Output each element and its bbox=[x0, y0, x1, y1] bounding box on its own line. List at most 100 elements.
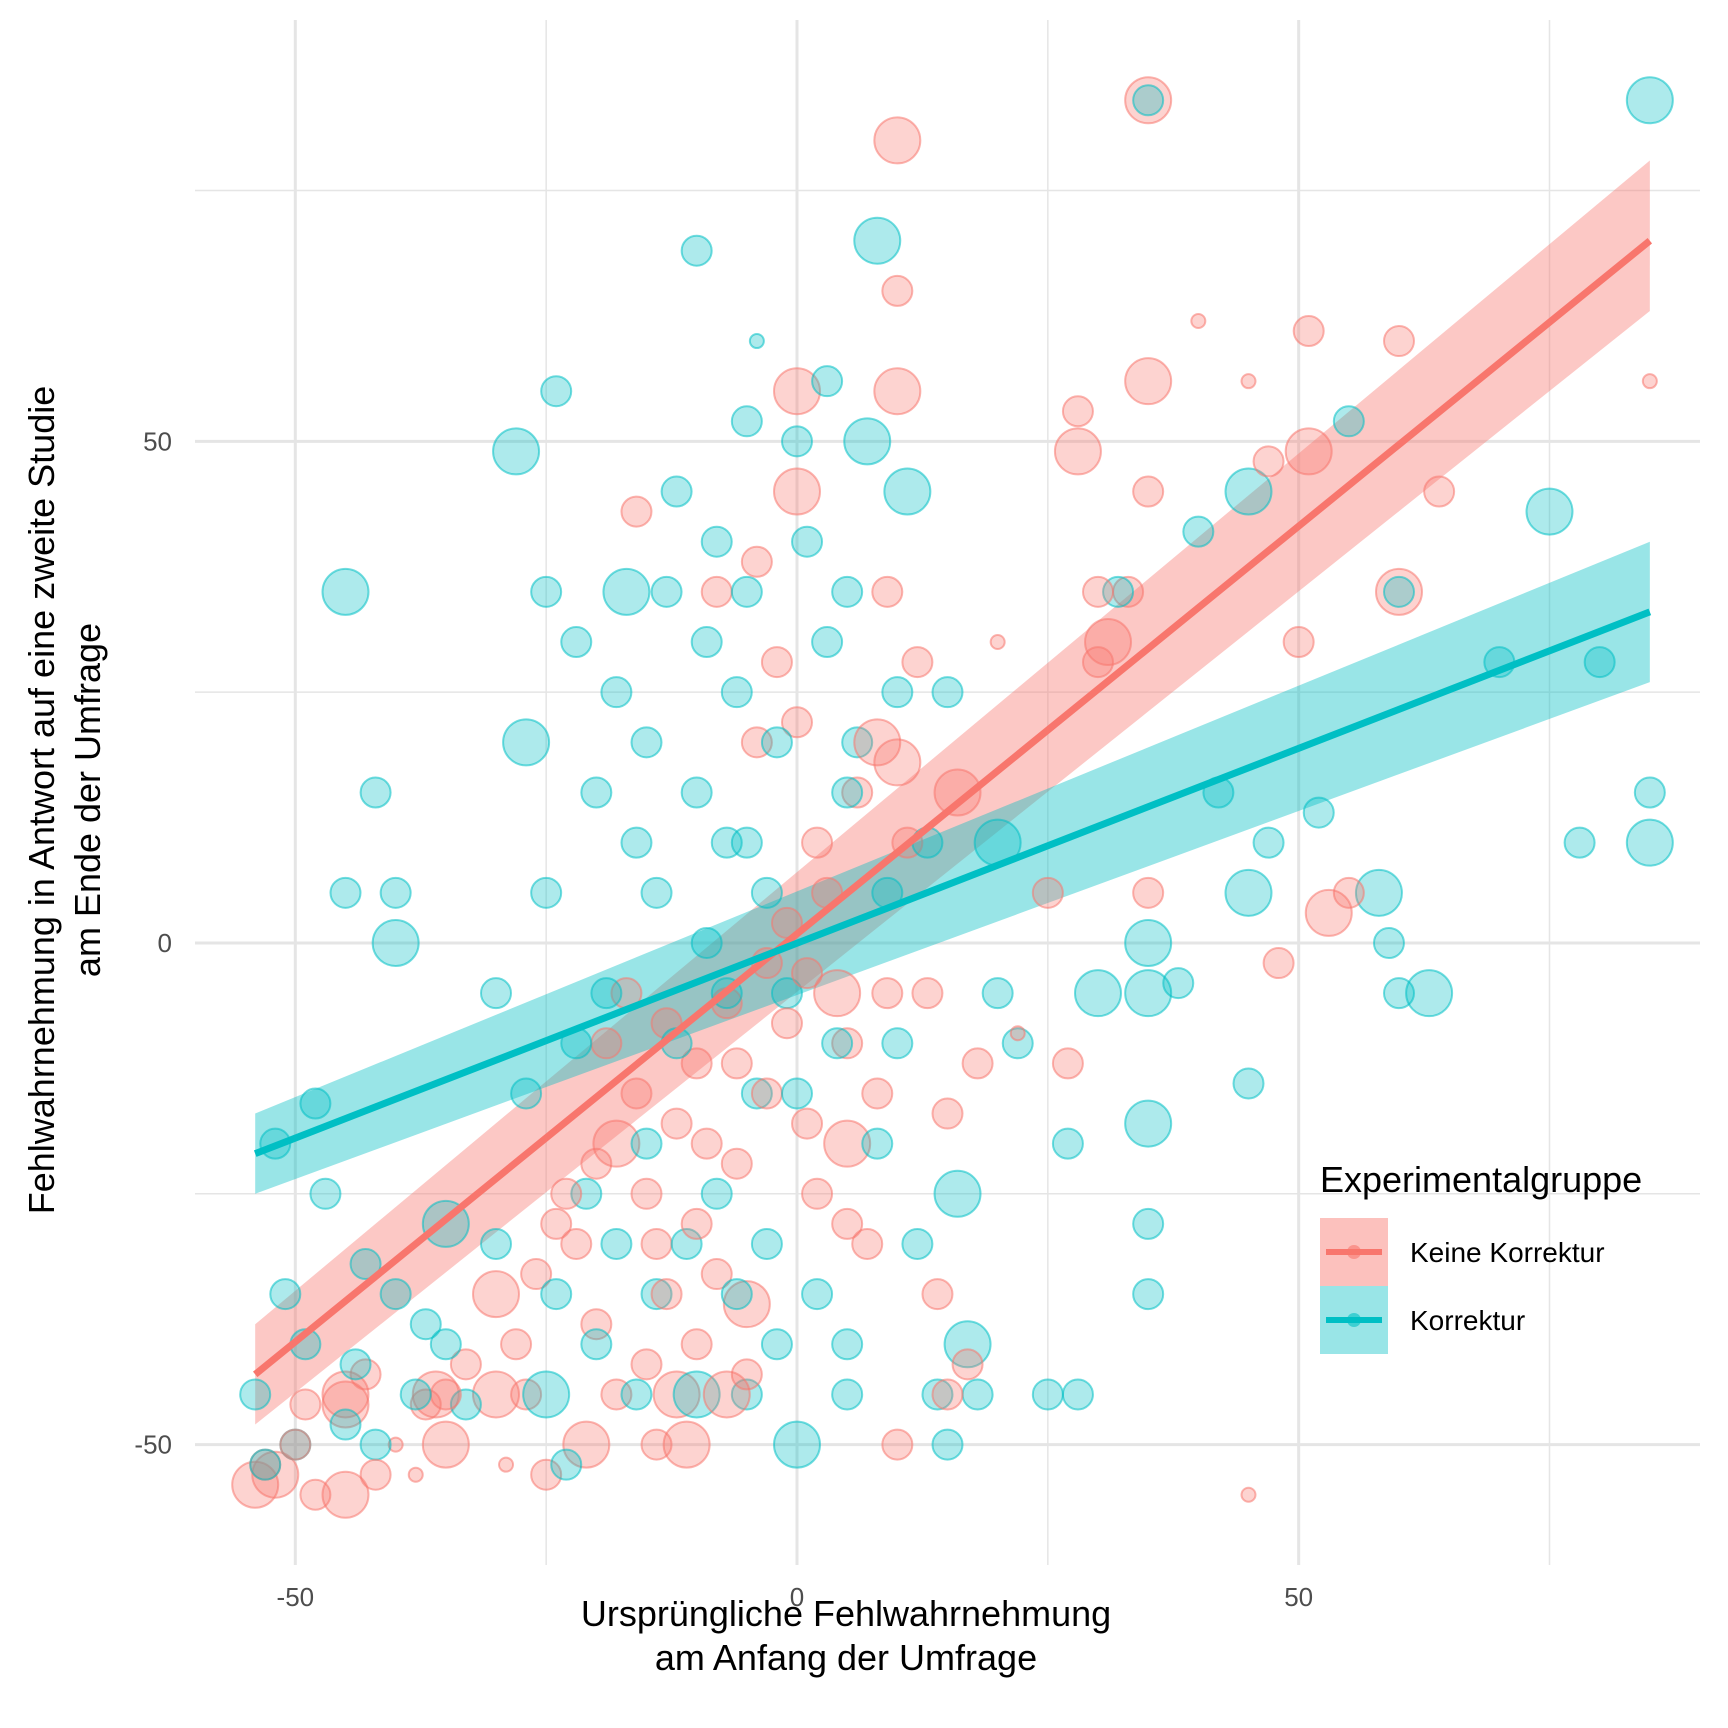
legend-item-keine-korrektur: Keine Korrektur bbox=[1320, 1218, 1605, 1286]
data-point-korrektur bbox=[881, 676, 914, 709]
major-gridlines bbox=[195, 20, 1700, 1565]
data-point-korrektur bbox=[841, 726, 874, 759]
data-point-korrektur bbox=[853, 216, 902, 265]
fit-line-keine-korrektur bbox=[252, 237, 1653, 1378]
fit-line-korrektur bbox=[253, 608, 1652, 1157]
y-axis-title-line-1: Fehlwahrnehmung in Antwort auf eine zwei… bbox=[21, 386, 62, 1215]
data-point-korrektur bbox=[750, 1227, 783, 1260]
data-point-keine-korrektur bbox=[831, 1207, 864, 1240]
data-point-keine-korrektur bbox=[931, 1097, 964, 1130]
data-point-korrektur bbox=[811, 626, 844, 659]
data-point-keine-korrektur bbox=[449, 1348, 482, 1381]
ci-band-keine-korrektur bbox=[255, 160, 1650, 1425]
data-point-korrektur bbox=[720, 676, 753, 709]
data-point-korrektur bbox=[1354, 868, 1403, 917]
data-point-korrektur bbox=[933, 1169, 982, 1218]
x-tick-label: -50 bbox=[277, 1582, 315, 1612]
data-point-korrektur bbox=[881, 1027, 914, 1060]
legend-point-korrektur bbox=[1347, 1313, 1361, 1327]
data-point-keine-korrektur bbox=[881, 1428, 914, 1461]
data-point-korrektur bbox=[791, 525, 824, 558]
data-point-korrektur bbox=[1182, 515, 1215, 548]
data-point-keine-korrektur bbox=[359, 1458, 392, 1491]
data-point-keine-korrektur bbox=[791, 957, 824, 990]
data-point-keine-korrektur bbox=[680, 1047, 713, 1080]
data-point-korrektur bbox=[530, 575, 563, 608]
data-point-korrektur bbox=[502, 718, 551, 767]
data-point-keine-korrektur bbox=[1240, 1486, 1257, 1503]
data-point-korrektur bbox=[379, 876, 412, 909]
data-point-korrektur bbox=[269, 1278, 302, 1311]
data-point-keine-korrektur bbox=[652, 1370, 701, 1419]
data-point-korrektur bbox=[540, 375, 573, 408]
data-point-korrektur bbox=[781, 425, 813, 458]
data-point-keine-korrektur bbox=[933, 768, 982, 817]
data-point-korrektur bbox=[901, 1227, 934, 1260]
data-point-keine-korrektur bbox=[1132, 475, 1165, 508]
data-point-korrektur bbox=[550, 1448, 583, 1481]
data-point-korrektur bbox=[1252, 826, 1285, 859]
x-tick-labels: -50 0 50 bbox=[277, 1582, 1314, 1612]
data-point-keine-korrektur bbox=[1282, 626, 1315, 659]
data-point-korrektur bbox=[530, 876, 563, 909]
data-point-keine-korrektur bbox=[1009, 1025, 1026, 1042]
legend-item-korrektur: Korrektur bbox=[1320, 1286, 1525, 1354]
data-point-korrektur bbox=[1302, 796, 1335, 829]
data-point-keine-korrektur bbox=[801, 1177, 834, 1210]
data-point-keine-korrektur bbox=[592, 1119, 641, 1168]
data-point-korrektur bbox=[730, 405, 763, 438]
legend-title: Experimentalgruppe bbox=[1320, 1159, 1642, 1200]
data-point-keine-korrektur bbox=[1240, 373, 1257, 390]
data-point-keine-korrektur bbox=[801, 826, 834, 859]
data-point-keine-korrektur bbox=[931, 1378, 964, 1411]
data-point-korrektur bbox=[359, 1428, 392, 1461]
data-point-keine-korrektur bbox=[831, 1027, 864, 1060]
data-point-korrektur bbox=[861, 1127, 894, 1160]
data-point-keine-korrektur bbox=[299, 1478, 332, 1511]
data-point-korrektur bbox=[672, 1370, 721, 1419]
data-point-keine-korrektur bbox=[289, 1388, 322, 1421]
data-point-keine-korrektur bbox=[911, 977, 944, 1010]
data-point-korrektur bbox=[1633, 776, 1666, 809]
y-tick-label: -50 bbox=[134, 1430, 172, 1460]
data-point-keine-korrektur bbox=[560, 1227, 593, 1260]
data-point-keine-korrektur bbox=[1304, 888, 1353, 937]
data-point-korrektur bbox=[1124, 969, 1173, 1018]
data-point-korrektur bbox=[1232, 1067, 1265, 1100]
data-point-korrektur bbox=[630, 726, 663, 759]
data-point-korrektur bbox=[429, 1328, 462, 1361]
data-point-keine-korrektur bbox=[498, 1456, 515, 1473]
data-point-korrektur bbox=[981, 977, 1014, 1010]
confidence-bands bbox=[255, 160, 1650, 1425]
data-point-korrektur bbox=[522, 1370, 571, 1419]
data-point-korrektur bbox=[409, 1308, 442, 1341]
data-point-korrektur bbox=[602, 567, 651, 616]
data-point-keine-korrektur bbox=[1051, 1047, 1084, 1080]
data-point-keine-korrektur bbox=[1132, 876, 1165, 909]
data-point-keine-korrektur bbox=[680, 1328, 713, 1361]
data-point-keine-korrektur bbox=[791, 1107, 824, 1140]
data-point-korrektur bbox=[1132, 84, 1165, 117]
data-point-keine-korrektur bbox=[550, 1177, 583, 1210]
data-point-korrektur bbox=[748, 333, 765, 350]
data-point-keine-korrektur bbox=[871, 575, 904, 608]
data-point-korrektur bbox=[843, 417, 892, 466]
data-point-keine-korrektur bbox=[1423, 475, 1456, 508]
data-point-korrektur bbox=[640, 876, 673, 909]
data-point-korrektur bbox=[1332, 405, 1365, 438]
data-point-korrektur bbox=[480, 1227, 512, 1260]
data-point-korrektur bbox=[299, 1087, 332, 1120]
data-point-keine-korrektur bbox=[873, 738, 922, 787]
data-point-keine-korrektur bbox=[429, 1378, 462, 1411]
data-point-keine-korrektur bbox=[851, 1227, 884, 1260]
data-point-korrektur bbox=[309, 1177, 342, 1210]
data-point-keine-korrektur bbox=[951, 1348, 984, 1381]
data-point-korrektur bbox=[1061, 1378, 1094, 1411]
data-point-korrektur bbox=[931, 676, 964, 709]
data-point-korrektur bbox=[680, 234, 713, 267]
data-point-korrektur bbox=[359, 776, 392, 809]
data-point-keine-korrektur bbox=[650, 1278, 683, 1311]
data-point-korrektur bbox=[560, 626, 593, 659]
data-point-keine-korrektur bbox=[1124, 357, 1173, 406]
data-point-korrektur bbox=[1124, 1099, 1173, 1148]
